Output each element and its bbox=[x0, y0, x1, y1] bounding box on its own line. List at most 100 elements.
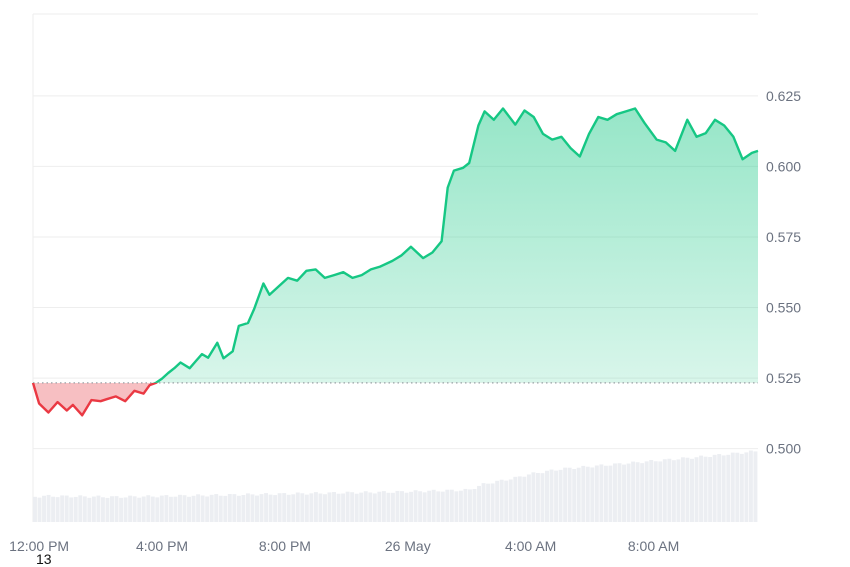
volume-bar bbox=[703, 456, 708, 522]
volume-bar bbox=[495, 480, 500, 522]
volume-bar bbox=[599, 464, 604, 522]
volume-bar bbox=[712, 454, 717, 522]
volume-bar bbox=[436, 491, 441, 522]
volume-bar bbox=[508, 479, 513, 522]
volume-bar bbox=[200, 495, 205, 522]
volume-bar bbox=[463, 488, 468, 522]
volume-bar bbox=[78, 495, 83, 522]
volume-bar bbox=[622, 464, 626, 522]
price-line-down bbox=[31, 382, 159, 417]
volume-bar bbox=[64, 495, 69, 522]
area-fill-up bbox=[155, 108, 758, 383]
volume-bar bbox=[517, 476, 522, 522]
volume-bar bbox=[137, 497, 142, 522]
volume-bar bbox=[164, 495, 169, 522]
volume-bar bbox=[323, 494, 327, 522]
volume-bar bbox=[277, 493, 282, 522]
volume-bar bbox=[381, 491, 386, 522]
volume-bar bbox=[445, 489, 450, 522]
volume-bar bbox=[671, 460, 676, 522]
volume-bar bbox=[513, 476, 518, 522]
volume-bar bbox=[51, 496, 56, 522]
volume-bar bbox=[223, 495, 228, 522]
volume-bar bbox=[427, 490, 432, 522]
volume-bar bbox=[662, 459, 667, 522]
volume-layer bbox=[33, 450, 758, 522]
volume-bar bbox=[173, 496, 178, 522]
volume-bar bbox=[468, 489, 472, 522]
footnote-label: 13 bbox=[36, 551, 52, 567]
volume-bar bbox=[404, 492, 409, 522]
volume-bar bbox=[291, 494, 296, 522]
x-tick-label: 26 May bbox=[385, 538, 431, 554]
volume-bar bbox=[377, 491, 382, 522]
volume-bar bbox=[563, 467, 568, 522]
volume-bar bbox=[440, 491, 445, 522]
volume-bar bbox=[449, 489, 454, 522]
volume-bar bbox=[350, 492, 355, 522]
volume-bar bbox=[617, 463, 622, 522]
volume-bar bbox=[395, 490, 400, 522]
volume-bar bbox=[42, 495, 46, 522]
volume-bar bbox=[159, 495, 164, 522]
volume-bar bbox=[640, 463, 645, 522]
volume-bar bbox=[581, 465, 586, 522]
volume-bar bbox=[245, 493, 250, 522]
volume-bar bbox=[735, 452, 740, 522]
volume-bar bbox=[526, 474, 531, 522]
x-tick-label: 12:00 PM bbox=[9, 538, 69, 554]
volume-bar bbox=[567, 467, 572, 522]
volume-bar bbox=[390, 492, 395, 522]
volume-bar bbox=[91, 496, 96, 522]
volume-bar bbox=[105, 497, 110, 522]
volume-bar bbox=[341, 493, 346, 522]
volume-bar bbox=[554, 470, 559, 522]
y-tick-label: 0.600 bbox=[766, 158, 801, 174]
volume-bar bbox=[132, 496, 137, 522]
volume-bar bbox=[726, 454, 731, 522]
price-line-up bbox=[33, 107, 759, 383]
x-tick-label: 8:00 PM bbox=[259, 538, 311, 554]
volume-bar bbox=[472, 489, 477, 522]
volume-bar bbox=[603, 465, 608, 522]
volume-bar bbox=[531, 472, 536, 522]
volume-bar bbox=[522, 476, 527, 522]
x-tick-label: 4:00 AM bbox=[505, 538, 556, 554]
volume-bar bbox=[653, 461, 658, 522]
volume-bar bbox=[318, 493, 323, 522]
volume-bar bbox=[37, 497, 42, 522]
volume-bar bbox=[667, 458, 672, 522]
volume-bar bbox=[96, 495, 101, 522]
volume-bar bbox=[232, 494, 237, 522]
volume-bar bbox=[119, 497, 124, 522]
volume-bar bbox=[46, 494, 51, 522]
x-tick-label: 4:00 PM bbox=[136, 538, 188, 554]
volume-bar bbox=[313, 492, 318, 522]
volume-bar bbox=[187, 496, 191, 522]
volume-bar bbox=[658, 461, 663, 522]
volume-bar bbox=[146, 495, 151, 522]
volume-bar bbox=[454, 491, 459, 522]
volume-bar bbox=[282, 493, 287, 522]
volume-bar bbox=[594, 465, 599, 522]
volume-bar bbox=[178, 494, 182, 522]
volume-bar bbox=[608, 465, 613, 522]
area-layer bbox=[33, 108, 758, 416]
y-tick-label: 0.550 bbox=[766, 300, 801, 316]
volume-bar bbox=[300, 493, 305, 522]
volume-bar bbox=[336, 493, 341, 522]
volume-bar bbox=[730, 452, 735, 522]
volume-bar bbox=[209, 494, 214, 522]
volume-bar bbox=[264, 493, 269, 522]
volume-bar bbox=[304, 494, 309, 522]
volume-bar bbox=[649, 460, 654, 522]
volume-bar bbox=[422, 492, 427, 522]
volume-bar bbox=[613, 463, 617, 522]
volume-bar bbox=[236, 495, 241, 522]
volume-bar bbox=[141, 496, 146, 522]
volume-bar bbox=[82, 496, 87, 522]
volume-bar bbox=[400, 491, 404, 522]
volume-bar bbox=[721, 455, 726, 522]
volume-bar bbox=[685, 457, 690, 522]
